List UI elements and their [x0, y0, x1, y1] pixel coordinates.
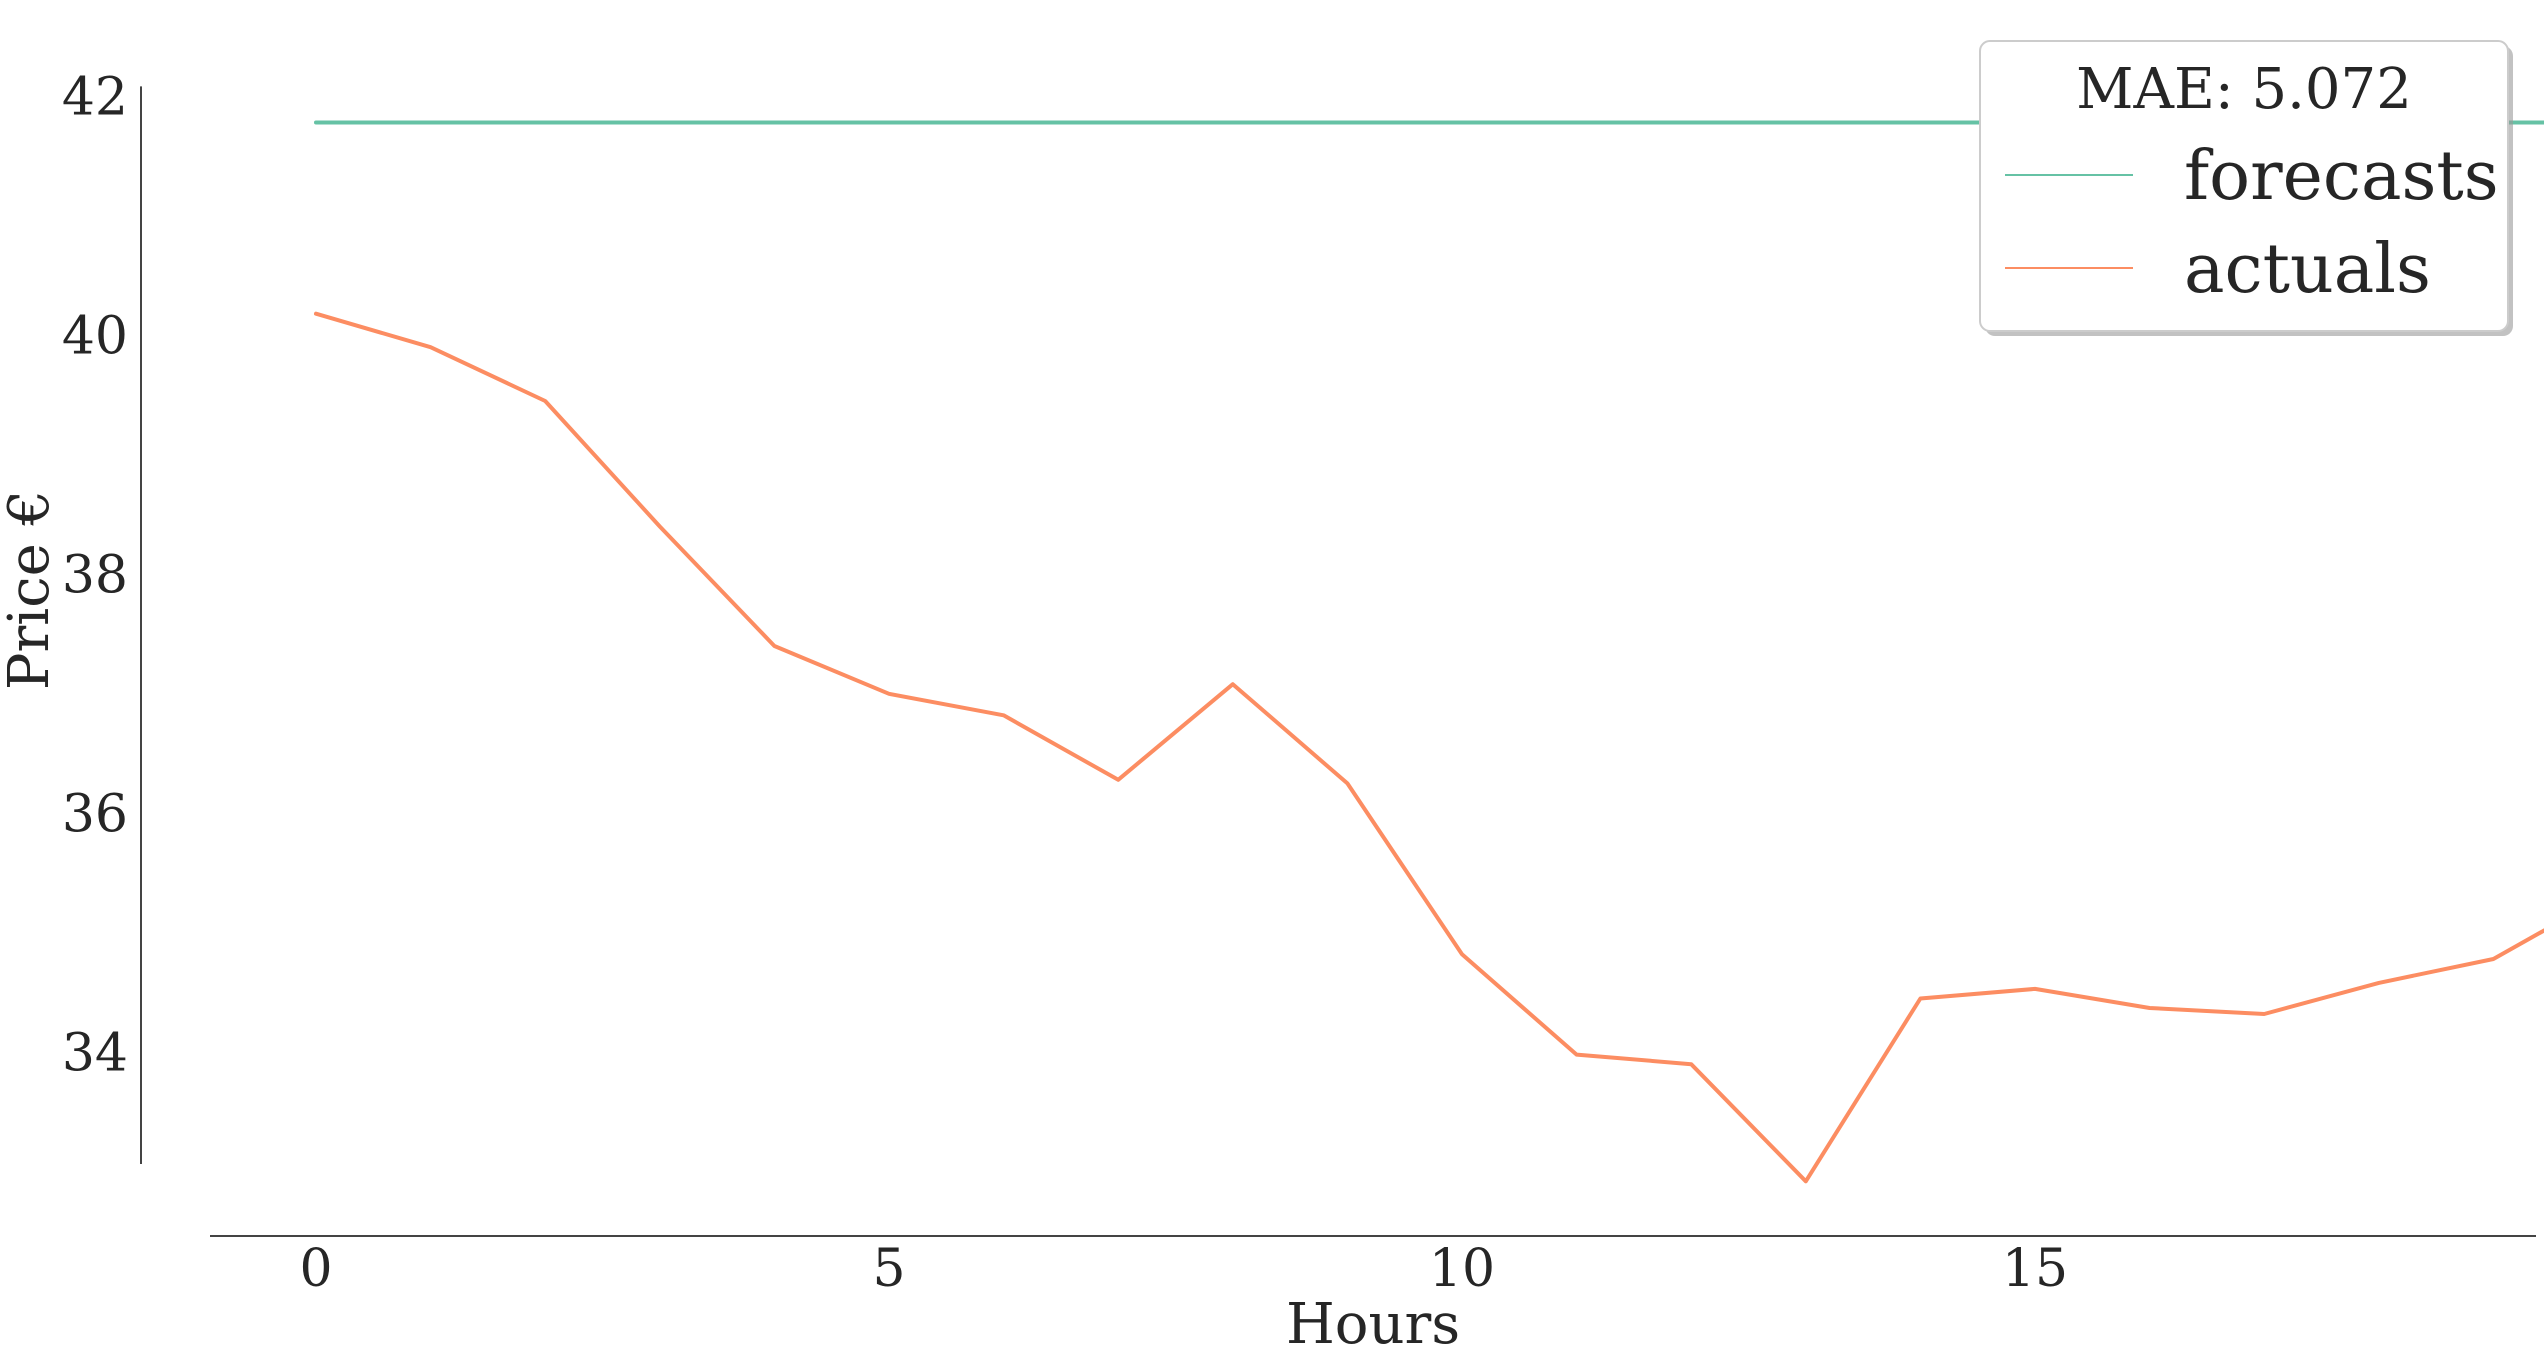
x-tick-label-0: 0: [299, 1239, 332, 1299]
x-tick-label-10: 10: [1429, 1239, 1495, 1299]
legend: MAE: 5.072 forecasts actuals: [1979, 40, 2513, 336]
legend-label-actuals: actuals: [2184, 230, 2431, 309]
x-tick-label-15: 15: [2002, 1239, 2068, 1299]
y-axis-title: Price €: [0, 490, 62, 690]
x-tick-label-5: 5: [872, 1239, 905, 1299]
legend-box: [1979, 40, 2509, 332]
x-axis-title: Hours: [1286, 1292, 1460, 1357]
legend-label-forecasts: forecasts: [2184, 137, 2499, 216]
y-tick-label-40: 40: [62, 306, 128, 366]
y-tick-label-38: 38: [62, 545, 128, 605]
series-line-actuals: [314, 311, 2544, 1184]
legend-title: MAE: 5.072: [2076, 57, 2412, 122]
y-tick-label-34: 34: [62, 1023, 128, 1083]
axes: 343638404205101520253035: [62, 67, 2536, 1299]
y-tick-label-36: 36: [62, 784, 128, 844]
y-tick-label-42: 42: [62, 67, 128, 127]
